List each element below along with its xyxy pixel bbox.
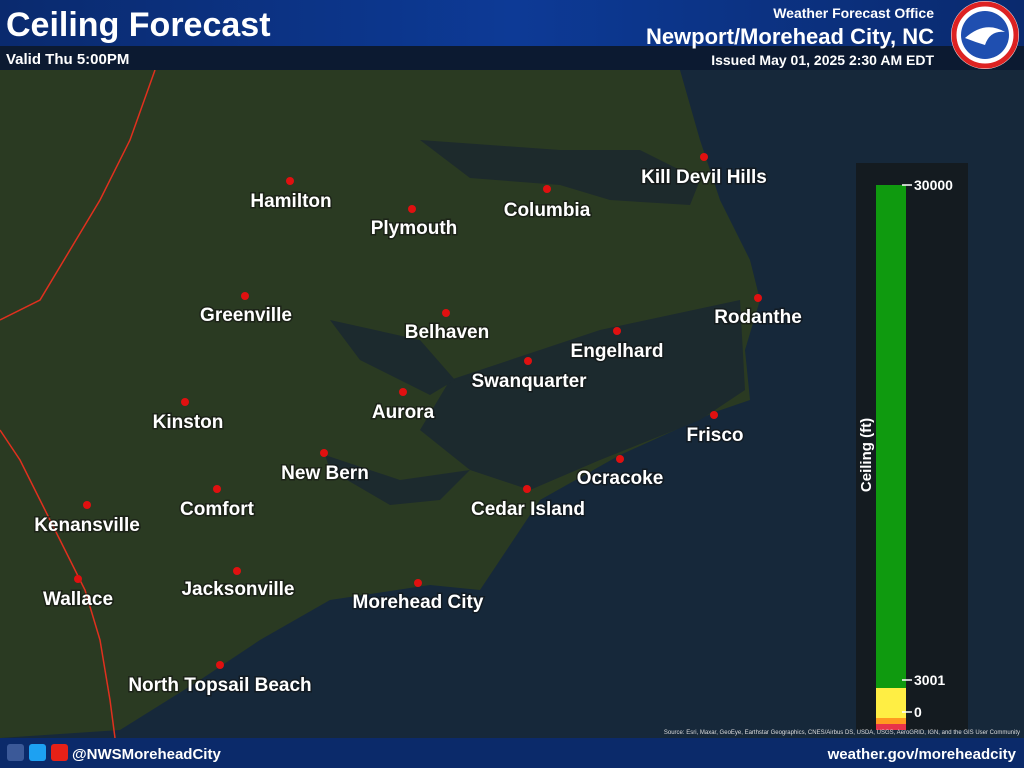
legend-green [876, 185, 906, 688]
youtube-icon[interactable] [51, 744, 68, 761]
city-label: Jacksonville [181, 579, 294, 600]
city-dot [74, 575, 82, 583]
legend-panel [856, 163, 968, 730]
website[interactable]: weather.gov/moreheadcity [827, 746, 1017, 763]
facebook-icon[interactable] [7, 744, 24, 761]
valid-time: Valid Thu 5:00PM [6, 51, 129, 68]
city-dot [754, 294, 762, 302]
logo-cloud [965, 27, 1005, 45]
legend-ticks: 30000 3001 0 [902, 177, 953, 720]
city-label: Kill Devil Hills [641, 167, 767, 188]
city-dot [543, 185, 551, 193]
land [0, 70, 760, 738]
header-bar [0, 0, 1024, 46]
attribution: Source: Esri, Maxar, GeoEye, Earthstar G… [664, 730, 1020, 736]
city-dot [286, 177, 294, 185]
city-label: Ocracoke [577, 468, 664, 489]
city-label: Frisco [686, 425, 743, 446]
albemarle-sound [420, 140, 700, 205]
city-label: Swanquarter [471, 371, 587, 392]
boundary-line [0, 429, 116, 739]
legend-label: Ceiling (ft) [858, 418, 875, 492]
city-dot [414, 579, 422, 587]
city-dot [613, 327, 621, 335]
subheader-bar [0, 46, 1024, 70]
city-dot [181, 398, 189, 406]
city-label: Comfort [180, 499, 255, 520]
city-label: New Bern [281, 463, 369, 484]
city-label: Engelhard [571, 341, 664, 362]
social-handle[interactable]: @NWSMoreheadCity [72, 746, 221, 763]
legend-red [876, 724, 906, 730]
city-label: Belhaven [405, 322, 489, 343]
city-dot [83, 501, 91, 509]
city-dot [320, 449, 328, 457]
office-name: Newport/Morehead City, NC [646, 24, 934, 49]
office-label: Weather Forecast Office [773, 5, 934, 21]
issued-time: Issued May 01, 2025 2:30 AM EDT [711, 52, 934, 68]
city-label: Hamilton [250, 191, 331, 212]
logo-ring [951, 1, 1019, 69]
city-label: Plymouth [371, 218, 458, 239]
city-label: Columbia [504, 200, 591, 221]
cities: Hamilton Plymouth Columbia Kill Devil Hills… [33, 153, 803, 698]
legend-tick-label: 30000 [914, 177, 953, 193]
city-label: Kenansville [34, 515, 140, 536]
city-dot [213, 485, 221, 493]
pamlico-river [330, 320, 455, 395]
city-label: Morehead City [353, 592, 484, 613]
city-dot [442, 309, 450, 317]
city-dot [524, 357, 532, 365]
legend-orange [876, 718, 906, 724]
city-label: Kinston [153, 412, 224, 433]
city-dot [523, 485, 531, 493]
legend-tick-label: 0 [914, 704, 922, 720]
city-dot [241, 292, 249, 300]
city-dot [710, 411, 718, 419]
city-dot [216, 661, 224, 669]
city-dot [408, 205, 416, 213]
city-dot [616, 455, 624, 463]
nws-logo [951, 1, 1019, 69]
boundary-line [0, 69, 156, 321]
title: Ceiling Forecast [6, 6, 271, 44]
city-label: Greenville [200, 305, 292, 326]
footer-bar [0, 738, 1024, 768]
pamlico-sound [420, 300, 745, 490]
legend-yellow [876, 688, 906, 718]
legend-tick-label: 3001 [914, 672, 945, 688]
twitter-icon[interactable] [29, 744, 46, 761]
city-label: Aurora [372, 402, 435, 423]
city-label: Wallace [43, 589, 113, 610]
city-label: North Topsail Beach [128, 675, 311, 696]
neuse-river [325, 455, 470, 505]
city-dot [233, 567, 241, 575]
city-label: Cedar Island [471, 499, 585, 520]
city-dot [700, 153, 708, 161]
city-label: Rodanthe [714, 307, 802, 328]
city-dot [399, 388, 407, 396]
